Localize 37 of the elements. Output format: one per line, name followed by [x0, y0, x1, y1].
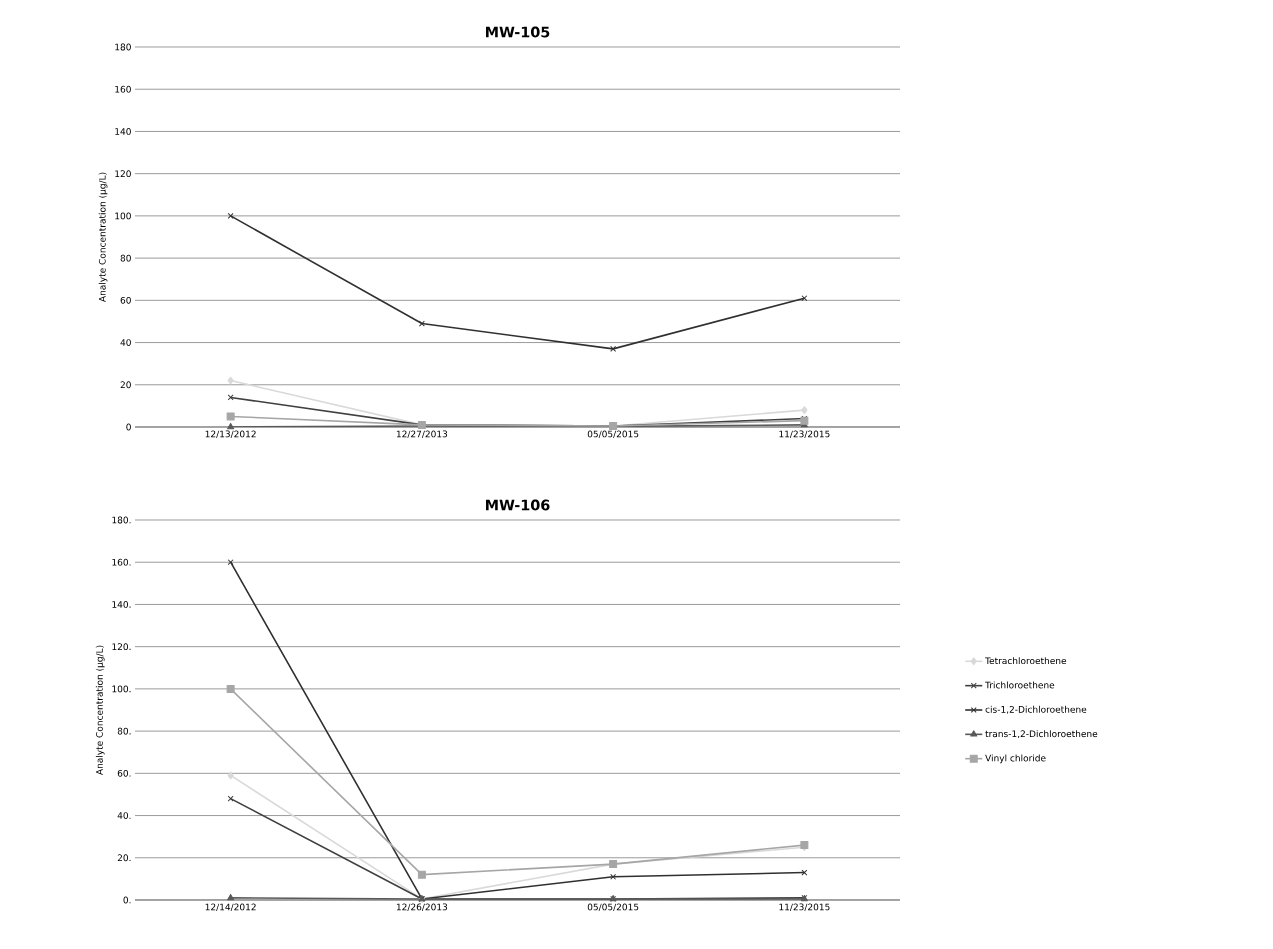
- y-tick-label: 60.: [117, 769, 131, 777]
- y-axis-title: Analyte Concentration (µg/L): [95, 645, 105, 776]
- chart-title: MW-105: [486, 26, 550, 38]
- legend-label: Trichloroethene: [985, 681, 1055, 689]
- y-tick-label: 80.: [117, 727, 131, 735]
- y-tick-label: 120: [115, 170, 131, 178]
- x-tick-label: 11/23/2015: [779, 430, 830, 439]
- y-tick-label: 80: [120, 254, 131, 262]
- x-tick-label: 05/05/2015: [587, 430, 639, 439]
- y-tick-label: 40.: [117, 812, 131, 819]
- y-axis-title: Analyte Concentration (µg/L): [98, 172, 108, 303]
- legend-label: trans-1,2-Dichloroethene: [985, 730, 1098, 739]
- y-tick-label: 120.: [112, 643, 131, 651]
- x-tick-label: 12/14/2012: [205, 903, 256, 912]
- x-tick-label: 12/26/2013: [396, 903, 448, 912]
- legend-label: cis-1,2-Dichloroethene: [985, 705, 1087, 714]
- x-tick-label: 11/23/2015: [779, 903, 830, 912]
- y-tick-label: 40: [120, 339, 131, 346]
- y-tick-label: 180: [115, 43, 131, 51]
- y-tick-label: 0.: [123, 896, 131, 904]
- y-tick-label: 100.: [112, 685, 131, 693]
- chart-title: MW-106: [486, 499, 550, 511]
- y-tick-label: 160: [115, 85, 131, 93]
- y-tick-label: 0: [126, 423, 131, 431]
- y-tick-label: 160.: [112, 558, 131, 566]
- y-tick-label: 140.: [112, 601, 131, 608]
- y-tick-label: 180.: [112, 516, 131, 524]
- x-tick-label: 05/05/2015: [587, 903, 639, 912]
- legend-label: Vinyl chloride: [985, 754, 1046, 764]
- y-tick-label: 60: [120, 296, 131, 304]
- y-tick-label: 20.: [117, 854, 131, 862]
- x-tick-label: 12/27/2013: [396, 430, 448, 439]
- legend-label: Tetrachloroethene: [985, 657, 1067, 665]
- x-tick-label: 12/13/2012: [205, 430, 256, 439]
- y-tick-label: 100: [115, 212, 131, 220]
- y-tick-label: 20: [120, 381, 131, 389]
- y-tick-label: 140: [115, 128, 131, 135]
